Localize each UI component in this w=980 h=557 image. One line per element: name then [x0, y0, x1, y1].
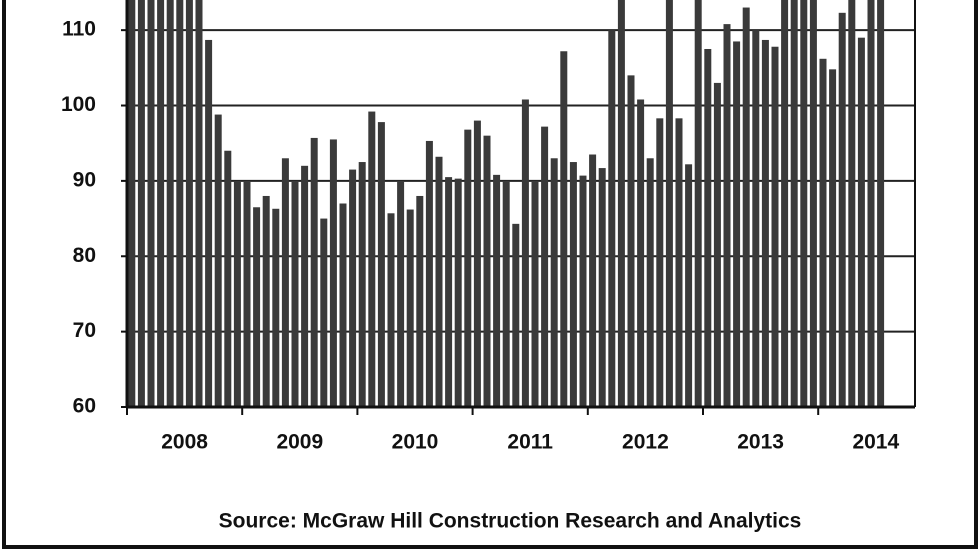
bar — [838, 12, 846, 407]
bar — [205, 39, 213, 407]
bar — [867, 0, 875, 407]
x-tick-label: 2014 — [852, 431, 899, 454]
bar — [253, 207, 261, 407]
bar — [560, 51, 568, 407]
bar — [233, 180, 241, 407]
bar — [368, 111, 376, 407]
bar — [454, 178, 462, 407]
bar — [406, 209, 414, 407]
bar — [752, 30, 760, 407]
bar — [579, 175, 587, 407]
bar — [848, 0, 856, 407]
bar — [569, 162, 577, 407]
bar — [857, 37, 865, 407]
bar — [483, 135, 491, 407]
x-tick-label: 2009 — [276, 431, 323, 454]
bar — [512, 223, 520, 407]
bar — [877, 0, 885, 407]
bar — [349, 169, 357, 407]
bar — [819, 58, 827, 407]
bar — [464, 129, 472, 407]
bar — [608, 30, 616, 407]
bar — [781, 0, 789, 407]
bar — [272, 208, 280, 407]
bar — [416, 195, 424, 407]
bar — [224, 150, 232, 407]
bar — [800, 0, 808, 407]
bar — [598, 168, 606, 407]
bar — [521, 99, 529, 407]
bar — [675, 118, 683, 407]
bar — [147, 0, 155, 407]
bar — [387, 213, 395, 407]
x-tick-label: 2012 — [622, 431, 669, 454]
bar — [733, 41, 741, 407]
bar — [704, 48, 712, 407]
bar — [473, 120, 481, 407]
y-tick-label: 110 — [62, 18, 96, 41]
bar — [761, 39, 769, 407]
y-tick-label: 70 — [73, 319, 96, 342]
bar — [291, 180, 299, 407]
bar — [185, 0, 193, 407]
bar — [310, 137, 318, 407]
bar — [128, 0, 136, 407]
y-tick-label: 90 — [73, 168, 96, 191]
bar — [262, 195, 270, 407]
bar — [493, 174, 501, 407]
x-tick-label: 2013 — [737, 431, 784, 454]
bar — [358, 162, 366, 407]
bar — [790, 0, 798, 407]
bar — [685, 164, 693, 407]
y-tick-label: 60 — [73, 395, 96, 418]
y-tick-label: 80 — [73, 244, 96, 267]
bar — [425, 140, 433, 407]
bar — [809, 0, 817, 407]
bar — [713, 82, 721, 407]
source-note: Source: McGraw Hill Construction Researc… — [219, 510, 802, 533]
bar — [550, 158, 558, 407]
bar — [281, 158, 289, 407]
bar — [397, 180, 405, 407]
bar — [617, 0, 625, 407]
bar — [195, 0, 203, 407]
bar — [742, 7, 750, 407]
bar — [157, 0, 165, 407]
bar — [694, 0, 702, 407]
bar — [541, 126, 549, 407]
x-tick-label: 2010 — [392, 431, 439, 454]
bar — [646, 158, 654, 407]
bar — [137, 0, 145, 407]
bar — [320, 218, 328, 407]
bar — [723, 24, 731, 407]
bar — [166, 0, 174, 407]
bar — [243, 180, 251, 407]
bar — [339, 203, 347, 407]
bar — [665, 0, 673, 407]
bar — [214, 114, 222, 407]
bar — [435, 156, 443, 407]
bar — [377, 122, 385, 407]
bar — [589, 154, 597, 407]
bar — [445, 177, 453, 407]
x-tick-label: 2011 — [507, 431, 553, 454]
bar — [627, 75, 635, 407]
bar — [176, 0, 184, 407]
bar — [637, 99, 645, 407]
x-tick-label: 2008 — [161, 431, 208, 454]
bar — [301, 165, 309, 407]
bar — [329, 139, 337, 407]
bar — [771, 46, 779, 407]
y-tick-label: 100 — [61, 93, 96, 116]
bar — [656, 118, 664, 407]
bar — [829, 69, 837, 407]
bar — [531, 180, 539, 407]
bar — [502, 180, 510, 407]
